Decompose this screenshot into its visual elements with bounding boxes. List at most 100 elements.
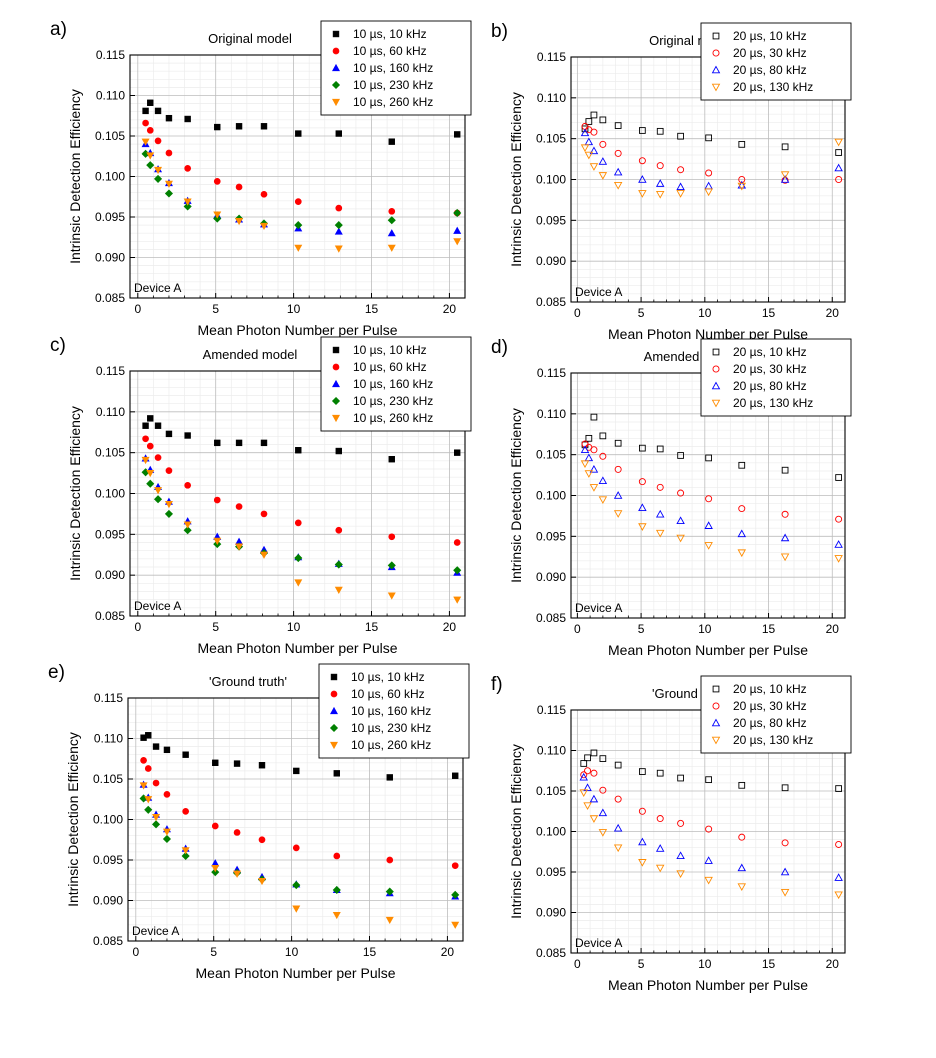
x-tick-label: 15 — [365, 620, 379, 634]
x-tick-label: 15 — [762, 306, 776, 320]
data-point — [580, 460, 590, 469]
data-point — [835, 840, 843, 848]
data-point — [385, 916, 394, 925]
data-point — [738, 141, 746, 148]
data-point — [184, 165, 191, 172]
data-point — [292, 881, 301, 890]
data-point — [145, 732, 152, 739]
legend-box — [700, 22, 852, 101]
legend: 10 µs, 10 kHz 10 µs, 60 kHz 10 µs, 160 kHz… — [320, 20, 472, 116]
legend-entry: 20 µs, 10 kHz — [733, 29, 807, 43]
data-point — [334, 245, 343, 253]
data-point — [235, 183, 243, 191]
series-1 — [581, 111, 842, 156]
legend-marker — [711, 399, 721, 408]
data-point — [614, 465, 622, 473]
panel-e: 0 5 10 15 20 0.085 0.090 0.095 0.100 0.105 0.110 0.… — [10, 662, 480, 1053]
data-point — [583, 802, 592, 810]
data-point — [184, 481, 191, 489]
data-point — [704, 188, 713, 197]
data-point — [154, 166, 163, 175]
legend-marker — [330, 741, 338, 750]
data-point — [639, 127, 646, 134]
data-point — [738, 833, 746, 841]
chart-d: 0 5 10 15 20 0.085 0.090 0.095 0.100 0.105 0.110 0.… — [491, 337, 852, 658]
data-point — [260, 551, 268, 559]
data-point — [638, 190, 647, 198]
data-point — [292, 844, 300, 852]
x-tick-label: 20 — [443, 302, 457, 316]
y-tick-label: 0.090 — [536, 906, 566, 920]
data-point — [333, 852, 341, 860]
data-point — [165, 430, 173, 438]
data-point — [452, 772, 459, 779]
data-point — [213, 178, 221, 185]
data-point — [163, 746, 171, 754]
y-tick-label: 0.105 — [93, 772, 123, 786]
data-point — [294, 553, 303, 563]
data-point — [599, 786, 607, 794]
data-point — [598, 157, 608, 165]
chart-f: 0 5 10 15 20 0.085 0.090 0.095 0.100 0.105 0.110 0.… — [491, 674, 852, 993]
x-tick-label: 5 — [638, 622, 645, 636]
legend-box — [318, 663, 470, 759]
x-tick-label: 15 — [363, 945, 377, 959]
legend-marker — [712, 365, 720, 373]
data-point — [260, 222, 268, 231]
data-point — [738, 461, 746, 469]
legend-marker — [330, 706, 338, 715]
data-point — [212, 759, 219, 767]
data-point — [781, 510, 789, 518]
legend-marker — [712, 348, 720, 356]
y-axis-title: Intrinsic Detection Efficiency — [508, 744, 524, 919]
data-point — [583, 783, 592, 791]
data-point — [387, 592, 396, 600]
series-5 — [139, 782, 460, 929]
data-point — [638, 807, 646, 815]
legend: 10 µs, 10 kHz 10 µs, 60 kHz 10 µs, 160 kHz… — [320, 336, 472, 432]
data-point — [181, 847, 190, 855]
data-point — [164, 180, 173, 188]
panel-label: f) — [491, 674, 503, 695]
legend-marker — [331, 396, 341, 406]
x-axis-title: Mean Photon Number per Pulse — [608, 642, 808, 658]
data-point — [677, 132, 684, 140]
x-tick-label: 10 — [287, 302, 301, 316]
series-4 — [579, 789, 843, 900]
data-point — [781, 143, 789, 151]
series-2 — [581, 440, 843, 523]
data-point — [233, 829, 241, 836]
data-point — [260, 190, 268, 198]
data-point — [655, 179, 665, 187]
legend-entry: 10 µs, 160 kHz — [351, 704, 431, 718]
data-point — [780, 867, 790, 876]
data-point — [639, 768, 646, 775]
data-point — [781, 784, 789, 792]
data-point — [334, 560, 343, 569]
data-point — [584, 767, 592, 775]
legend-marker — [329, 723, 339, 733]
data-point — [388, 207, 396, 215]
data-point — [182, 751, 189, 758]
legend-entry: 20 µs, 30 kHz — [733, 362, 807, 376]
data-point — [589, 146, 599, 155]
device-label: Device A — [134, 599, 181, 613]
chart-c: 0 5 10 15 20 0.085 0.090 0.095 0.100 0.105 0.110 0.… — [50, 335, 472, 656]
panel-label: c) — [50, 335, 66, 356]
data-point — [834, 873, 843, 881]
legend-entry: 10 µs, 230 kHz — [351, 721, 431, 735]
data-point — [295, 130, 302, 137]
data-point — [233, 760, 241, 767]
x-tick-label: 10 — [698, 622, 712, 636]
data-point — [598, 172, 608, 180]
data-point — [677, 452, 684, 459]
chart-a: 0 5 10 15 20 0.085 0.090 0.095 0.100 0.105 0.110 0.… — [50, 19, 472, 338]
data-point — [656, 162, 664, 170]
x-tick-label: 5 — [212, 620, 219, 634]
data-point — [705, 454, 712, 462]
data-point — [738, 781, 746, 789]
legend-entry: 10 µs, 160 kHz — [353, 377, 433, 391]
series-2 — [142, 435, 461, 546]
data-point — [704, 876, 713, 885]
data-point — [184, 432, 191, 439]
